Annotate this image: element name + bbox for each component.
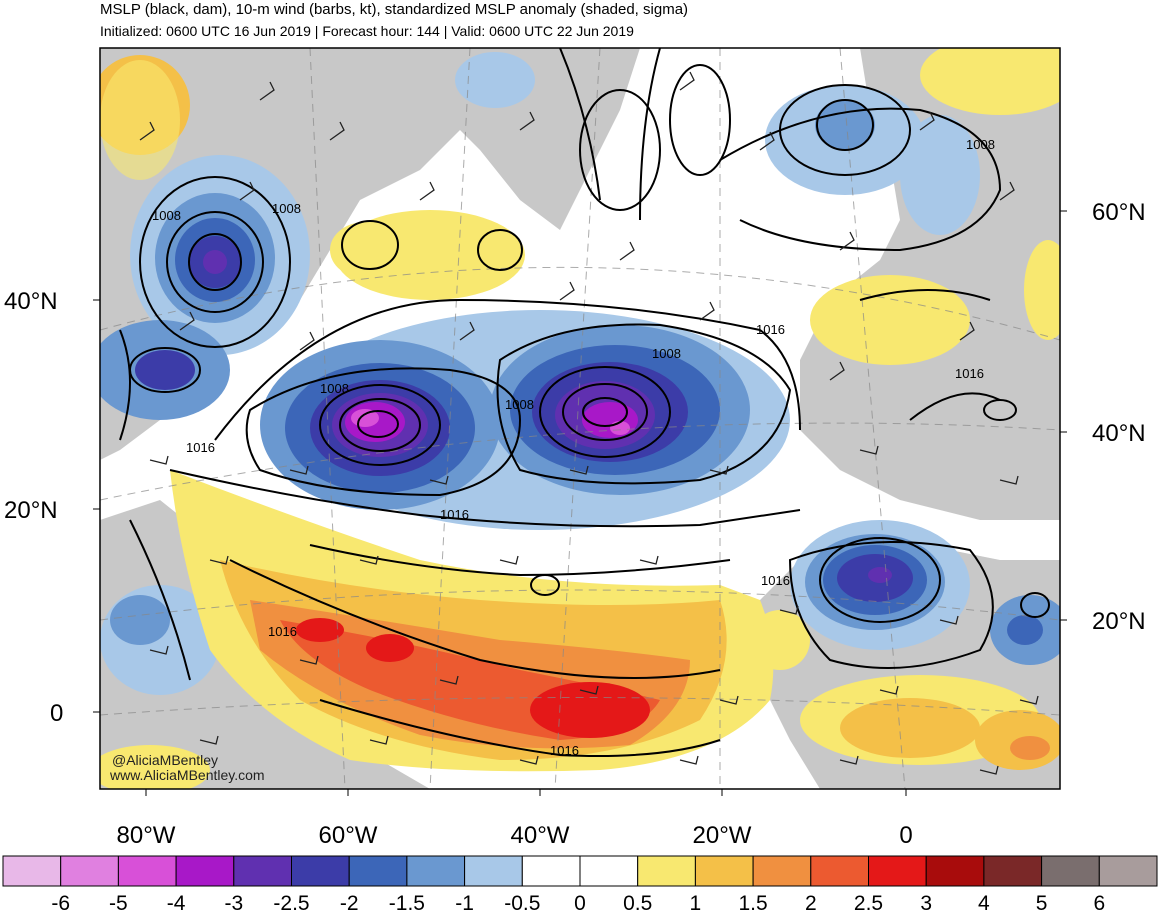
- lat-label-left: 40°N: [4, 288, 58, 315]
- colorbar-label: 1.5: [738, 892, 767, 912]
- colorbar-swatch: [752, 855, 812, 887]
- colorbar-swatch: [1041, 855, 1100, 887]
- colorbar-swatch: [983, 855, 1043, 887]
- colorbar-label: -6: [51, 892, 70, 912]
- colorbar-label: 2: [805, 892, 817, 912]
- colorbar-label: 0.5: [623, 892, 652, 912]
- lon-label: 20°W: [693, 822, 752, 849]
- colorbar-swatch: [925, 855, 985, 887]
- colorbar-swatch: [348, 855, 408, 887]
- isobar-label: 1016: [756, 322, 785, 337]
- isobar-label: 1016: [955, 366, 984, 381]
- colorbar-label: 6: [1093, 892, 1105, 912]
- colorbar-label: 1: [690, 892, 702, 912]
- lon-label: 60°W: [319, 822, 378, 849]
- colorbar-swatch: [579, 855, 639, 887]
- lat-label-right: 60°N: [1092, 199, 1146, 226]
- tick-marks: [93, 210, 1067, 796]
- lat-label-left: 0: [50, 700, 63, 727]
- colorbar-swatch: [406, 855, 466, 887]
- colorbar-swatch: [464, 855, 523, 887]
- lon-label: 40°W: [511, 822, 570, 849]
- colorbar-swatch: [117, 855, 177, 887]
- lat-label-left: 20°N: [4, 497, 58, 524]
- colorbar-swatch: [175, 855, 235, 887]
- colorbar-label: -5: [109, 892, 128, 912]
- isobar-label: 1016: [761, 573, 790, 588]
- colorbar-label: -3: [224, 892, 243, 912]
- colorbar-label: -2: [340, 892, 359, 912]
- isobar-label: 1008: [966, 137, 995, 152]
- colorbar-label: 2.5: [854, 892, 883, 912]
- graticule: [100, 48, 1060, 789]
- isobar-label: 1016: [186, 440, 215, 455]
- map-frame: [99, 47, 1061, 790]
- colorbar-label: 3: [920, 892, 932, 912]
- colorbar-label: 0: [574, 892, 586, 912]
- map-panel: 1008 1008 1008 1008 1008 1008 1016 1016 …: [100, 48, 1060, 789]
- colorbar-swatch: [60, 855, 119, 887]
- colorbar-label: -4: [167, 892, 186, 912]
- colorbar-label: -0.5: [504, 892, 540, 912]
- colorbar-swatch: [810, 855, 869, 887]
- lon-label: 0: [899, 822, 912, 849]
- colorbar-swatch: [521, 855, 581, 887]
- credit-site: www.AliciaMBentley.com: [109, 767, 265, 783]
- colorbar-swatch: [1098, 855, 1158, 887]
- colorbar-label: -1.5: [389, 892, 425, 912]
- colorbar-label: -1: [455, 892, 474, 912]
- colorbar-swatch: [868, 855, 927, 887]
- positive-anomaly-layer: [100, 48, 1060, 789]
- isobar-label-layer: 1008 1008 1008 1008 1008 1008 1016 1016 …: [152, 137, 995, 758]
- colorbar-swatch: [637, 855, 696, 887]
- isobar-label: 1016: [268, 624, 297, 639]
- chart-title: MSLP (black, dam), 10-m wind (barbs, kt)…: [100, 1, 689, 18]
- colorbar-swatch: [2, 855, 62, 887]
- isobar-label: 1008: [652, 346, 681, 361]
- isobar-label: 1016: [550, 743, 579, 758]
- colorbar-swatch: [694, 855, 754, 887]
- isobar-label: 1016: [440, 507, 469, 522]
- colorbar-label: 5: [1036, 892, 1048, 912]
- lat-label-right: 20°N: [1092, 608, 1146, 635]
- isobar-label: 1008: [152, 208, 181, 223]
- isobar-label: 1008: [505, 397, 534, 412]
- colorbar-label: 4: [978, 892, 990, 912]
- colorbar-label: -2.5: [273, 892, 309, 912]
- lon-label: 80°W: [117, 822, 176, 849]
- isobar-layer: [119, 48, 1050, 757]
- isobar-label: 1008: [320, 381, 349, 396]
- chart-subtitle: Initialized: 0600 UTC 16 Jun 2019 | Fore…: [100, 23, 634, 39]
- colorbar-swatch: [291, 855, 350, 887]
- wind-barb-layer: [139, 71, 1039, 775]
- credit-handle: @AliciaMBentley: [112, 752, 218, 768]
- lat-label-right: 40°N: [1092, 420, 1146, 447]
- isobar-label: 1008: [272, 201, 301, 216]
- colorbar-swatch: [233, 855, 293, 887]
- colorbar: -6 -5 -4 -3 -2.5 -2 -1.5 -1 -0.5 0 0.5 1 1.5 2 2.5 3 4 5 6: [2, 855, 1158, 912]
